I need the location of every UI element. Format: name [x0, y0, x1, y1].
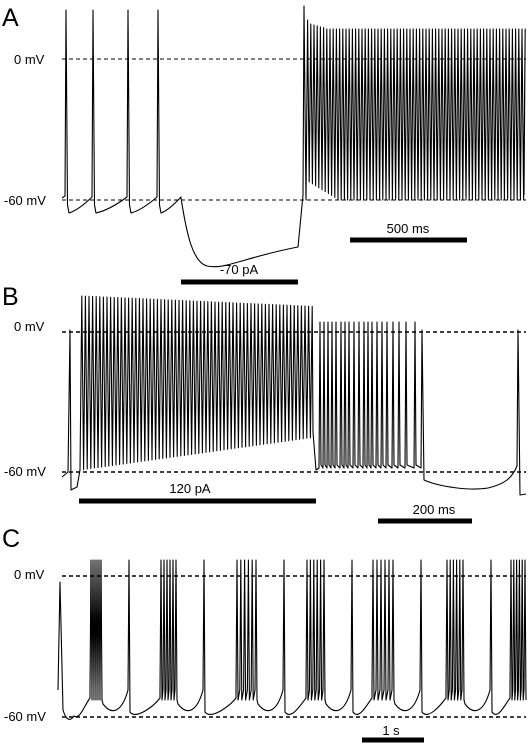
panel-c-voltage-trace: [57, 559, 527, 720]
panel-b: B 0 mV -60 mV 120 pA 200 ms: [2, 283, 527, 524]
panel-a-rest-label: -60 mV: [4, 193, 46, 208]
panel-b-voltage-trace: [61, 295, 527, 496]
panel-c-scale-label: 1 s: [382, 723, 400, 738]
panel-c-zero-label: 0 mV: [14, 567, 45, 582]
panel-a-letter: A: [2, 4, 19, 32]
panel-a: A 0 mV -60 mV -70 pA 500 ms: [2, 4, 526, 285]
panel-a-stimulus-label: -70 pA: [220, 262, 259, 277]
panel-c-letter: C: [2, 525, 20, 553]
panel-a-zero-label: 0 mV: [14, 52, 45, 67]
panel-a-scale-label: 500 ms: [387, 221, 430, 236]
panel-b-rest-label: -60 mV: [4, 464, 46, 479]
panel-b-letter: B: [2, 283, 19, 311]
panel-a-voltage-trace: [61, 5, 526, 268]
panel-c-rest-label: -60 mV: [4, 709, 46, 724]
panel-b-zero-label: 0 mV: [14, 319, 45, 334]
panel-b-stimulus-label: 120 pA: [169, 481, 211, 496]
panel-b-scale-label: 200 ms: [413, 502, 456, 517]
panel-c: C 0 mV -60 mV 1 s: [2, 525, 527, 743]
